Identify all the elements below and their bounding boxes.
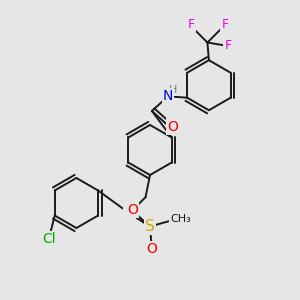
- Text: O: O: [128, 203, 138, 218]
- Text: CH₃: CH₃: [170, 214, 191, 224]
- Text: F: F: [224, 39, 232, 52]
- Text: Cl: Cl: [42, 232, 56, 246]
- Text: F: F: [188, 18, 195, 32]
- Text: O: O: [146, 242, 157, 256]
- Text: N: N: [124, 206, 135, 220]
- Text: H: H: [169, 85, 178, 95]
- Text: S: S: [145, 219, 155, 234]
- Text: O: O: [167, 120, 178, 134]
- Text: F: F: [221, 18, 229, 32]
- Text: N: N: [163, 89, 173, 103]
